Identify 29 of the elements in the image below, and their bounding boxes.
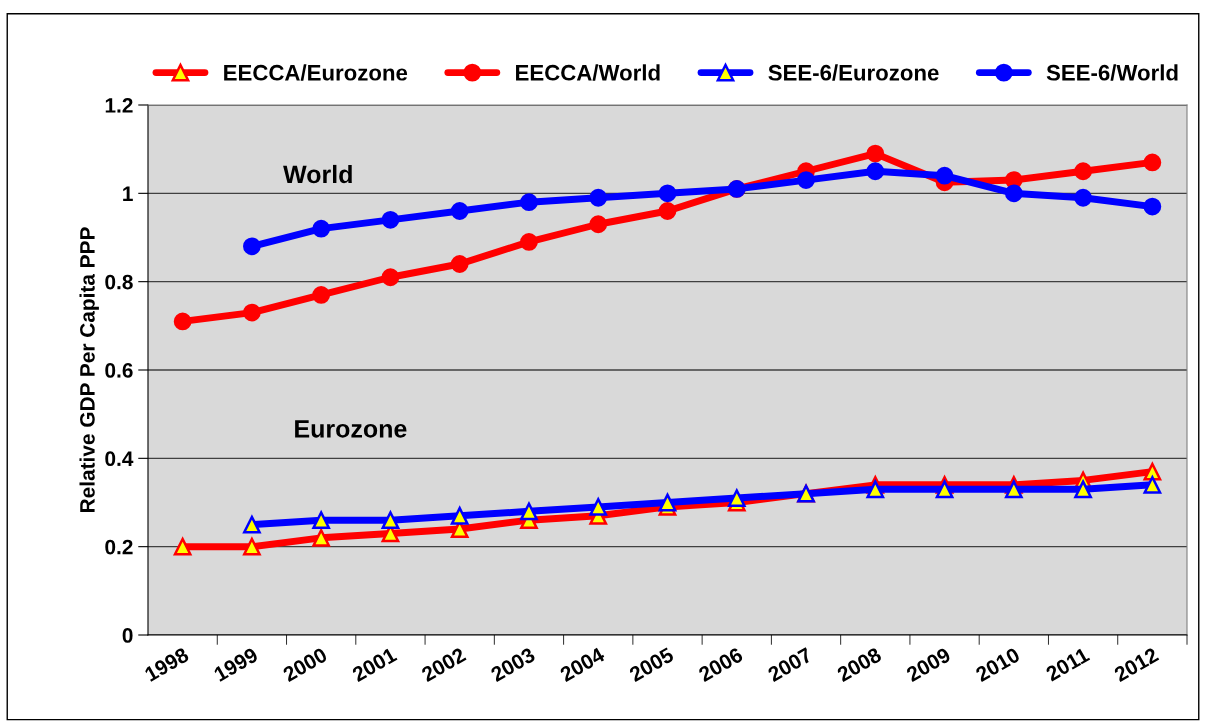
x-tick-label: 2002 — [420, 647, 467, 683]
y-tick-label: 0.6 — [105, 363, 133, 378]
annotation: World — [283, 164, 352, 184]
y-tick-label: 1 — [123, 186, 133, 201]
y-tick-label: 0.4 — [105, 451, 134, 467]
legend-label: SEE-6/Eurozone — [768, 64, 939, 81]
x-tick-label: 2004 — [559, 646, 606, 683]
x-tick-label: 2005 — [628, 646, 675, 683]
x-tick-label: 2003 — [489, 646, 536, 683]
x-tick-label: 2011 — [1044, 646, 1091, 682]
x-tick-label: 2001 — [351, 646, 398, 683]
annotation: Eurozone — [295, 420, 407, 438]
x-tick-label: 2007 — [766, 647, 813, 683]
y-tick-label: 1.2 — [105, 98, 133, 113]
x-tick-label: 2000 — [281, 647, 329, 683]
x-tick-label: 1998 — [143, 646, 190, 682]
legend-label: SEE-6/World — [1046, 64, 1178, 81]
x-tick-label: 1999 — [213, 646, 259, 682]
y-tick-label: 0.2 — [105, 539, 133, 555]
x-tick-label: 2012 — [1113, 647, 1160, 683]
x-tick-label: 2008 — [836, 646, 883, 683]
legend-label: EECCA/World — [516, 64, 660, 81]
x-tick-label: 2009 — [905, 646, 952, 683]
x-tick-label: 2006 — [697, 646, 744, 683]
y-tick-label: 0 — [122, 628, 133, 643]
y-axis-title: Relative GDP Per Capita PPP — [79, 227, 99, 512]
y-tick-label: 0.8 — [105, 274, 133, 290]
x-tick-label: 2010 — [974, 647, 1021, 683]
legend-label: EECCA/Eurozone — [224, 64, 408, 81]
